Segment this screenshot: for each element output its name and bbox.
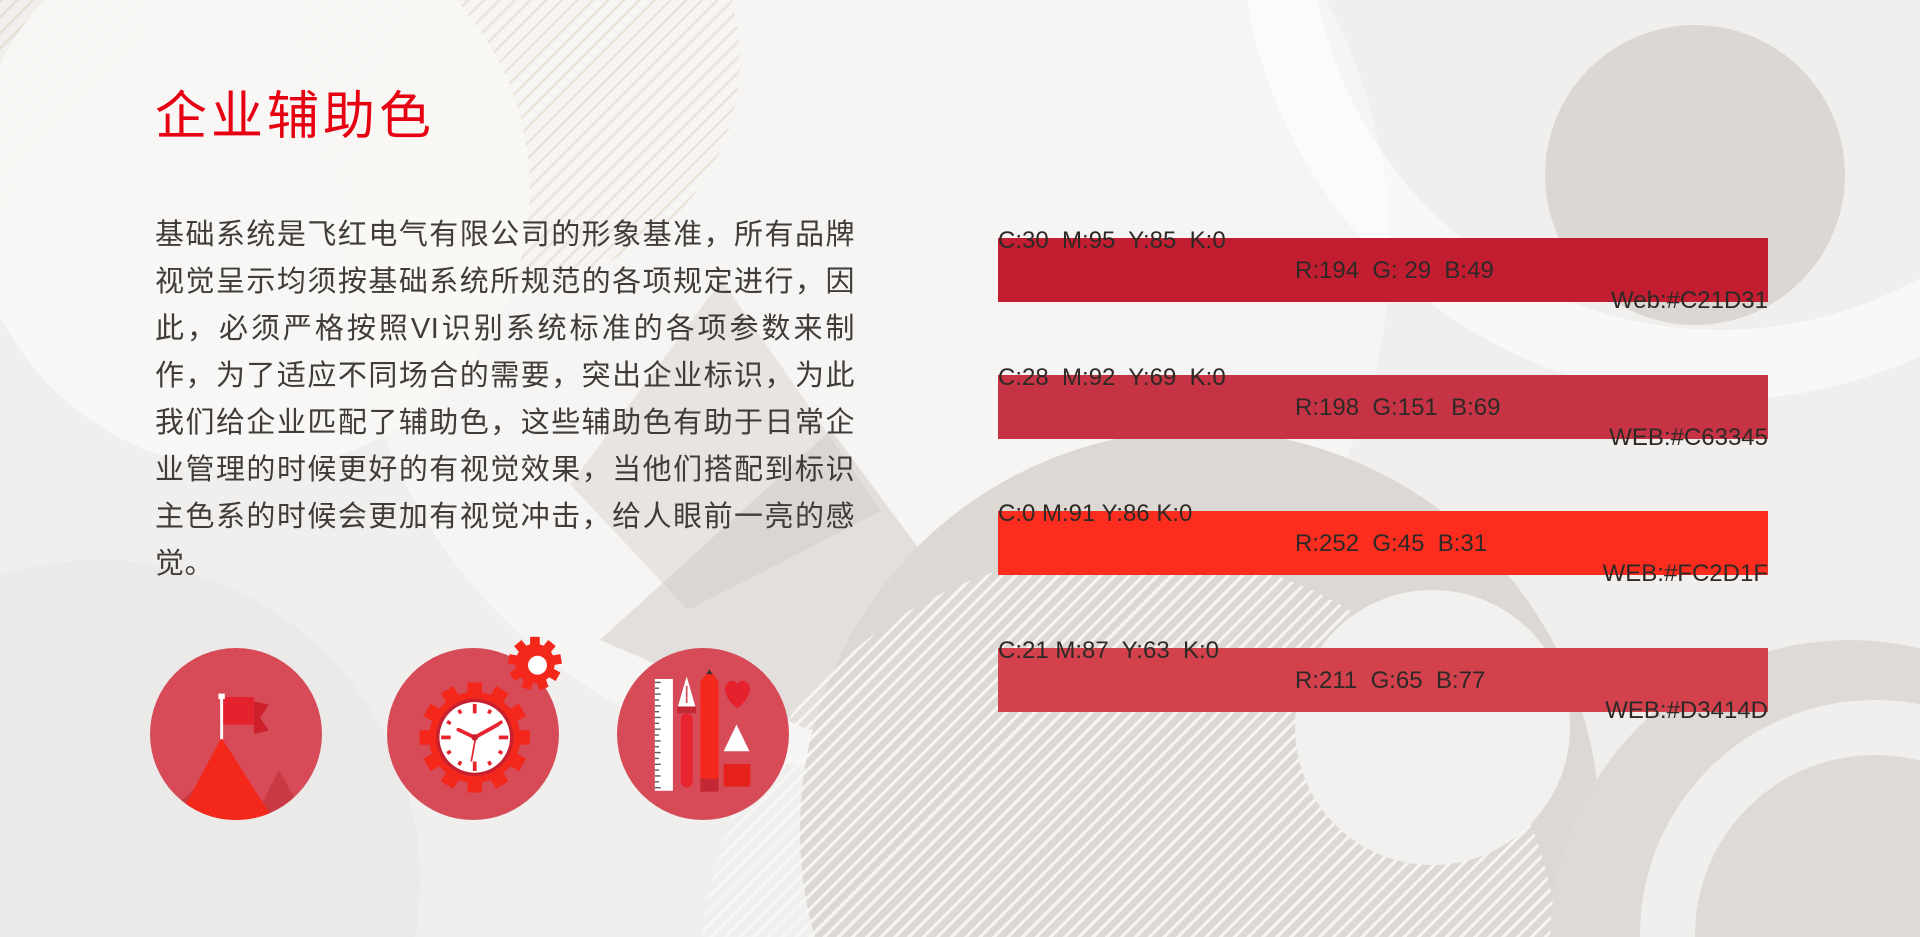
swatch-labels: C:28 M:92 Y:69 K:0 R:198 G:151 B:69 WEB:… [998,333,1768,451]
cmyk-value: C:30 M:95 Y:85 K:0 [998,227,1226,254]
swatch-labels: C:30 M:95 Y:85 K:0 R:194 G: 29 B:49 Web:… [998,196,1768,314]
rgb-value: R:198 G:151 B:69 [1295,394,1501,421]
cmyk-value: C:0 M:91 Y:86 K:0 [998,500,1193,527]
color-bar [998,238,1768,302]
rgb-value: R:211 G:65 B:77 [1295,667,1486,694]
color-swatch-row: C:28 M:92 Y:69 K:0 R:198 G:151 B:69 WEB:… [998,333,1768,451]
web-hex-value: WEB:#D3414D [1605,697,1768,724]
cmyk-value: C:28 M:92 Y:69 K:0 [998,364,1226,391]
color-bar [998,511,1768,575]
color-bar [998,648,1768,712]
bg-circle-white-topleft [0,0,530,470]
color-swatch-row: C:30 M:95 Y:85 K:0 R:194 G: 29 B:49 Web:… [998,196,1768,314]
cmyk-value: C:21 M:87 Y:63 K:0 [998,637,1220,664]
rgb-value: R:194 G: 29 B:49 [1295,257,1494,284]
color-swatch-row: C:21 M:87 Y:63 K:0 R:211 G:65 B:77 WEB:#… [998,606,1768,724]
web-hex-value: WEB:#C63345 [1609,424,1768,451]
color-bar [998,375,1768,439]
rgb-value: R:252 G:45 B:31 [1295,530,1488,557]
page-title: 企业辅助色 [155,88,436,146]
body-paragraph: 基础系统是飞红电气有限公司的形象基准，所有品牌视觉呈示均须按基础系统所规范的各项… [155,219,855,580]
design-tools-icon [617,648,789,820]
swatch-labels: C:21 M:87 Y:63 K:0 R:211 G:65 B:77 WEB:#… [998,606,1768,724]
mountain-flag-svg [150,648,322,820]
design-tools-svg [617,648,789,820]
gear-clock-icon [387,636,563,820]
web-hex-value: Web:#C21D31 [1611,287,1768,314]
bg-circle-white-bottomright [1295,590,1570,865]
swatch-labels: C:0 M:91 Y:86 K:0 R:252 G:45 B:31 WEB:#F… [998,469,1768,587]
gear-clock-svg [387,636,563,820]
color-swatch-row: C:0 M:91 Y:86 K:0 R:252 G:45 B:31 WEB:#F… [998,469,1768,587]
mountain-flag-icon [150,648,322,820]
web-hex-value: WEB:#FC2D1F [1602,560,1768,587]
